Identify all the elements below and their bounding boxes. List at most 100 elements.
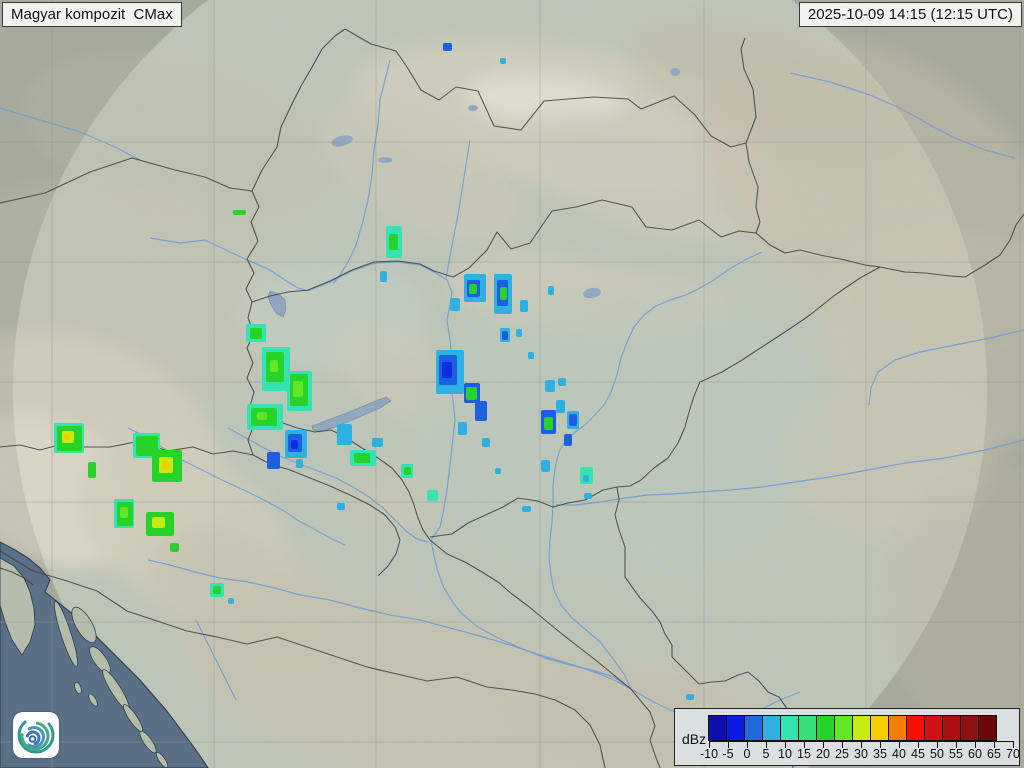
radar-echo (337, 503, 345, 510)
radar-echo (404, 467, 411, 475)
legend-tick-label: 5 (762, 747, 770, 761)
legend-color-cell (834, 715, 853, 741)
product-title: Magyar kompozit CMax (2, 2, 182, 27)
border-hu-sk (251, 199, 757, 303)
radar-echo (502, 331, 508, 340)
timestamp-label: 2025-10-09 14:15 (12:15 UTC) (798, 2, 1022, 27)
radar-echo (500, 58, 506, 64)
border-morava-at-sk (251, 28, 346, 192)
lake (670, 68, 680, 76)
radar-echo (522, 506, 531, 512)
river-vah (332, 59, 391, 285)
radar-echo (545, 380, 555, 392)
istria-peninsula (0, 557, 36, 656)
radar-echo (427, 490, 438, 501)
radar-echo (296, 459, 303, 468)
radar-echo (450, 298, 460, 311)
legend-color-cell (798, 715, 817, 741)
radar-echo (389, 234, 398, 250)
radar-echo (380, 271, 387, 282)
island (54, 601, 78, 667)
radar-echo (250, 328, 262, 339)
radar-echo (213, 586, 221, 594)
legend-tick (899, 742, 900, 748)
river-inn (0, 107, 141, 161)
legend-tick-label: 35 (873, 747, 887, 761)
legend-tick (918, 742, 919, 748)
lake (331, 135, 353, 147)
radar-echo (442, 362, 452, 378)
legend-tick-label: -10 (699, 747, 719, 761)
radar-echo (291, 440, 298, 449)
legend-color-cell (924, 715, 943, 741)
legend-tick (842, 742, 843, 748)
legend-tick (975, 742, 976, 748)
legend-tick (823, 742, 824, 748)
border-hu-ua (755, 232, 881, 268)
legend-tick-label: 70 (1006, 747, 1020, 761)
radar-echo (466, 387, 477, 400)
radar-echo (541, 460, 550, 472)
border-pl-ua (740, 37, 757, 144)
legend-color-cell (762, 715, 781, 741)
radar-echo (556, 400, 565, 413)
radar-echo (233, 210, 246, 215)
radar-echo (520, 300, 528, 312)
color-bar (708, 715, 997, 741)
river-dniester (789, 72, 1016, 159)
lake (468, 105, 478, 111)
radar-echo (443, 43, 452, 51)
legend-color-cell (852, 715, 871, 741)
legend-tick-label: 65 (987, 747, 1001, 761)
legend-tick (880, 742, 881, 748)
radar-echo (293, 381, 303, 397)
legend-tick-label: 55 (949, 747, 963, 761)
border-hu-ro (616, 266, 881, 488)
radar-echo (458, 422, 467, 435)
border-srb-bih (630, 688, 661, 768)
border-at-slo (0, 440, 254, 456)
legend-tick-label: 40 (892, 747, 906, 761)
legend-color-cell (978, 715, 997, 741)
radar-echo (564, 434, 572, 446)
radar-echo (88, 462, 96, 478)
river-drava (227, 427, 429, 543)
radar-echo (475, 401, 487, 421)
island (74, 681, 82, 695)
legend-color-cell (906, 715, 925, 741)
radar-echo (257, 412, 267, 420)
border-ua-ro (879, 213, 1024, 278)
river-sava (147, 559, 632, 690)
river-una (195, 619, 237, 701)
radar-echo (354, 453, 370, 463)
legend-color-cell (870, 715, 889, 741)
radar-echo (548, 286, 554, 295)
legend-tick-label: 15 (797, 747, 811, 761)
radar-echo (170, 543, 179, 552)
radar-echo-layer (54, 43, 694, 700)
border-cro-srb (429, 539, 632, 690)
river-danube-hungary (307, 261, 456, 541)
radar-echo (162, 461, 169, 469)
border-slo-cro (252, 454, 401, 577)
legend-tick (709, 742, 710, 748)
legend-tick-label: 25 (835, 747, 849, 761)
island (71, 606, 97, 644)
legend-color-cell (708, 715, 727, 741)
border-cz-at (0, 157, 253, 204)
legend-color-cell (780, 715, 799, 741)
island (155, 752, 169, 768)
lake-neusiedl (267, 290, 287, 318)
legend-tick (1013, 742, 1014, 748)
radar-echo (482, 438, 490, 447)
legend-color-cell (816, 715, 835, 741)
radar-echo (583, 475, 589, 482)
radar-echo (120, 507, 128, 518)
radar-echo (558, 378, 566, 386)
legend-tick-label: 10 (778, 747, 792, 761)
spiral-icon (17, 716, 55, 754)
